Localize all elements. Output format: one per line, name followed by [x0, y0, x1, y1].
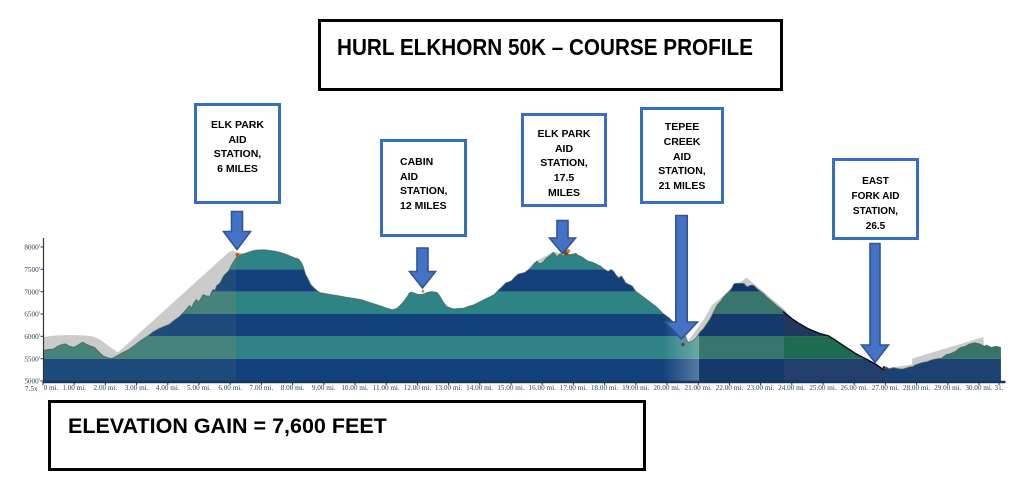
svg-text:28.00 mi.: 28.00 mi.: [903, 384, 931, 392]
svg-text:8.00 mi.: 8.00 mi.: [281, 384, 305, 392]
svg-text:31.: 31.: [995, 384, 1004, 392]
svg-text:25.00 mi.: 25.00 mi.: [809, 384, 837, 392]
svg-text:9.00 mi.: 9.00 mi.: [312, 384, 336, 392]
svg-text:6.00 mi.: 6.00 mi.: [218, 384, 242, 392]
svg-text:4.00 mi.: 4.00 mi.: [156, 384, 180, 392]
svg-text:12.00 mi.: 12.00 mi.: [404, 384, 432, 392]
svg-text:13.00 mi.: 13.00 mi.: [435, 384, 463, 392]
svg-text:16.00 mi.: 16.00 mi.: [529, 384, 557, 392]
svg-text:21.00 mi.: 21.00 mi.: [685, 384, 713, 392]
svg-text:7.5x: 7.5x: [25, 385, 38, 393]
svg-text:26.00 mi.: 26.00 mi.: [841, 384, 869, 392]
svg-text:0 mi.: 0 mi.: [44, 384, 59, 392]
svg-text:20.00 mi.: 20.00 mi.: [653, 384, 681, 392]
svg-text:14.00 mi.: 14.00 mi.: [466, 384, 494, 392]
svg-text:7.00 mi.: 7.00 mi.: [250, 384, 274, 392]
svg-text:1.00 mi.: 1.00 mi.: [62, 384, 86, 392]
svg-text:5000': 5000': [24, 378, 40, 386]
svg-text:17.00 mi.: 17.00 mi.: [560, 384, 588, 392]
svg-text:8000': 8000': [24, 244, 40, 252]
svg-text:6500': 6500': [24, 311, 40, 319]
svg-text:15.00 mi.: 15.00 mi.: [497, 384, 525, 392]
svg-text:27.00 mi.: 27.00 mi.: [872, 384, 900, 392]
svg-text:23.00 mi.: 23.00 mi.: [747, 384, 775, 392]
svg-text:10.00 mi.: 10.00 mi.: [341, 384, 369, 392]
svg-text:18.00 mi.: 18.00 mi.: [591, 384, 619, 392]
svg-text:24.00 mi.: 24.00 mi.: [778, 384, 806, 392]
svg-text:7000': 7000': [24, 288, 40, 296]
svg-text:5.00 mi.: 5.00 mi.: [187, 384, 211, 392]
svg-text:22.00 mi.: 22.00 mi.: [716, 384, 744, 392]
svg-text:6000': 6000': [24, 333, 40, 341]
svg-text:2.00 mi.: 2.00 mi.: [94, 384, 118, 392]
svg-text:3.00 mi.: 3.00 mi.: [125, 384, 149, 392]
svg-text:5500': 5500': [24, 355, 40, 363]
svg-text:19.00 mi.: 19.00 mi.: [622, 384, 650, 392]
svg-text:11.00 mi.: 11.00 mi.: [373, 384, 400, 392]
svg-text:30.00 mi.: 30.00 mi.: [965, 384, 993, 392]
svg-text:29.00 mi.: 29.00 mi.: [934, 384, 962, 392]
svg-text:7500': 7500': [24, 266, 40, 274]
